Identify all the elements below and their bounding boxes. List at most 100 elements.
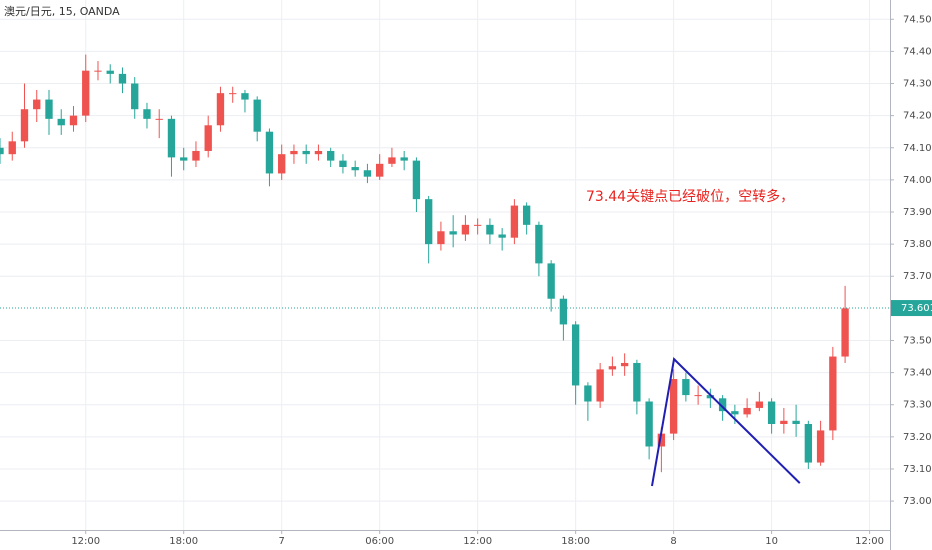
y-tick-label: 73.200: [903, 432, 932, 443]
candle-body: [253, 99, 261, 132]
candle-body: [155, 118, 163, 120]
candle-body: [718, 398, 727, 412]
y-tick-label: 74.100: [903, 143, 932, 154]
candle-body: [743, 407, 751, 415]
candle-body: [669, 379, 678, 434]
candle-body: [131, 83, 139, 110]
last-price-box: [891, 300, 932, 317]
candle-body: [486, 224, 494, 235]
candle-body: [376, 163, 384, 177]
candle-body: [33, 99, 41, 110]
candle-body: [82, 70, 90, 116]
candle-body: [94, 70, 102, 72]
candle-body: [400, 157, 408, 161]
x-tick-label: 12:00: [71, 536, 100, 547]
candle-body: [829, 356, 837, 431]
candle-body: [57, 118, 65, 126]
trend-line: [651, 357, 801, 487]
annotation: 73.44关键点已经破位，空转多，: [586, 188, 794, 205]
candle-body: [412, 160, 421, 200]
candle-body: [192, 150, 200, 161]
candle-body: [767, 401, 776, 424]
y-tick-label: 73.500: [903, 335, 932, 346]
candle-body: [633, 362, 641, 402]
candle-body: [498, 234, 506, 238]
candle-body: [180, 157, 188, 161]
y-tick-label: 73.700: [903, 271, 932, 282]
candle-body: [388, 157, 396, 164]
y-tick-label: 73.400: [903, 368, 932, 379]
candle-body: [694, 395, 702, 397]
candle-body: [510, 205, 519, 238]
candle-body: [816, 430, 825, 463]
candle-body: [571, 324, 580, 386]
candle-body: [682, 379, 690, 396]
x-tick-label: 18:00: [561, 536, 590, 547]
candle-body: [522, 205, 531, 225]
candle-body: [584, 385, 592, 402]
x-tick-label: 7: [279, 536, 285, 547]
candle-body: [241, 93, 249, 100]
last-price-label: 73.601: [901, 303, 932, 314]
candle-body: [69, 115, 78, 126]
y-tick-label: 74.000: [903, 175, 932, 186]
candle-body: [449, 231, 457, 235]
x-tick-label: 8: [670, 536, 676, 547]
candle-body: [792, 420, 800, 424]
candle-body: [731, 411, 739, 415]
candle-body: [473, 224, 482, 226]
candle-body: [461, 224, 470, 235]
candle-body: [620, 362, 629, 367]
y-tick-label: 74.400: [903, 46, 932, 57]
candle-body: [106, 70, 114, 74]
candle-body: [143, 109, 151, 119]
candle-body: [327, 150, 335, 161]
y-tick-label: 73.900: [903, 207, 932, 218]
candle-body: [339, 160, 347, 168]
candle-body: [780, 420, 788, 424]
candle-body: [841, 308, 849, 357]
candle-body: [804, 424, 813, 463]
candle-body: [8, 141, 16, 155]
candle-body: [596, 369, 604, 402]
x-tick-label: 18:00: [169, 536, 198, 547]
candle-body: [118, 73, 127, 84]
overlays: [0, 307, 890, 487]
y-tick-label: 73.300: [903, 400, 932, 411]
x-tick-label: 12:00: [855, 536, 884, 547]
candle-body: [45, 99, 53, 119]
x-tick-label: 10: [765, 536, 778, 547]
candle-body: [706, 395, 715, 399]
x-tick-label: 12:00: [463, 536, 492, 547]
candle-body: [437, 231, 445, 245]
y-tick-label: 73.800: [903, 239, 932, 250]
candle-body: [20, 109, 29, 142]
candle-body: [302, 150, 310, 155]
candle-body: [657, 433, 666, 447]
y-tick-label: 73.100: [903, 464, 932, 475]
candle-body: [351, 167, 359, 171]
candle-body: [547, 263, 555, 299]
chart-title: 澳元/日元, 15, OANDA: [4, 5, 120, 18]
y-tick-label: 74.300: [903, 79, 932, 90]
candle-body: [363, 170, 372, 177]
candle-body: [314, 150, 323, 155]
candle-body: [265, 131, 274, 174]
candles: [0, 54, 849, 473]
y-tick-label: 73.000: [903, 496, 932, 507]
candle-body: [204, 125, 212, 151]
candle-body: [229, 93, 237, 95]
candle-body: [608, 366, 617, 370]
y-tick-label: 74.500: [903, 14, 932, 25]
candle-body: [645, 401, 653, 447]
candle-body: [290, 150, 298, 155]
candle-body: [216, 93, 225, 126]
candle-body: [559, 298, 568, 325]
candle-body: [424, 199, 433, 245]
candle-body: [278, 154, 286, 174]
candle-body: [167, 118, 176, 158]
candle-body: [535, 224, 543, 264]
